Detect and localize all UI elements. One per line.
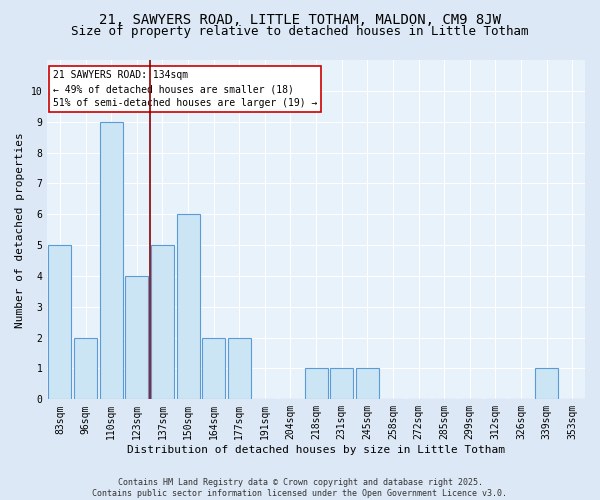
Bar xyxy=(356,368,379,400)
Bar xyxy=(176,214,200,400)
Bar xyxy=(535,368,558,400)
Text: 21, SAWYERS ROAD, LITTLE TOTHAM, MALDON, CM9 8JW: 21, SAWYERS ROAD, LITTLE TOTHAM, MALDON,… xyxy=(99,12,501,26)
Bar xyxy=(330,368,353,400)
Bar xyxy=(151,245,174,400)
Text: Size of property relative to detached houses in Little Totham: Size of property relative to detached ho… xyxy=(71,25,529,38)
Bar xyxy=(49,245,71,400)
Bar xyxy=(305,368,328,400)
Bar xyxy=(100,122,123,400)
Y-axis label: Number of detached properties: Number of detached properties xyxy=(15,132,25,328)
Bar xyxy=(125,276,148,400)
Bar xyxy=(202,338,225,400)
Bar xyxy=(228,338,251,400)
X-axis label: Distribution of detached houses by size in Little Totham: Distribution of detached houses by size … xyxy=(127,445,505,455)
Bar xyxy=(74,338,97,400)
Text: 21 SAWYERS ROAD: 134sqm
← 49% of detached houses are smaller (18)
51% of semi-de: 21 SAWYERS ROAD: 134sqm ← 49% of detache… xyxy=(53,70,317,108)
Text: Contains HM Land Registry data © Crown copyright and database right 2025.
Contai: Contains HM Land Registry data © Crown c… xyxy=(92,478,508,498)
